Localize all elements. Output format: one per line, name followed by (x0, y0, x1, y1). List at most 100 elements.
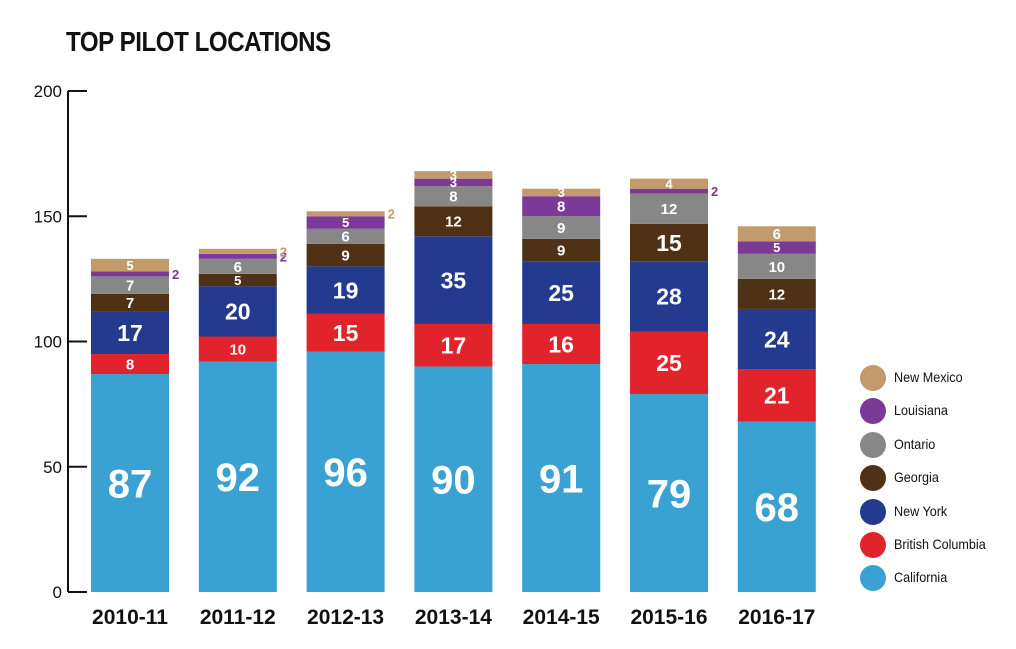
legend-label: New York (894, 502, 948, 519)
bar-segment (91, 293, 169, 312)
bar-segment (306, 216, 385, 229)
y-tick-label: 50 (43, 458, 62, 477)
bar-segment (522, 216, 601, 239)
bar-segment (306, 351, 385, 592)
bar-segment (198, 248, 277, 254)
bar-segment (91, 271, 169, 277)
bar-segment (630, 394, 708, 592)
bar-segment (414, 206, 493, 237)
x-tick-label: 2010-11 (92, 606, 168, 629)
data-label: 3 (558, 185, 565, 200)
bar-segment (198, 258, 277, 274)
data-label: 91 (539, 457, 584, 501)
legend-label: Ontario (894, 435, 936, 452)
bar-segment (198, 336, 277, 362)
data-label: 2 (280, 244, 287, 259)
bar-segment (630, 261, 708, 332)
legend-swatch (860, 398, 886, 425)
data-label: 12 (661, 201, 678, 218)
x-tick-label: 2014-15 (523, 606, 600, 629)
bar-segment (522, 261, 601, 324)
bar-segment (414, 178, 493, 187)
bar-segment (522, 323, 601, 365)
data-label: 2 (172, 267, 179, 282)
bar-segment (630, 188, 708, 194)
bar-segment (522, 364, 601, 592)
bar-segment (737, 308, 816, 370)
data-label: 2 (711, 184, 718, 199)
bar-segment (737, 241, 816, 254)
legend-swatch (860, 365, 886, 391)
bar-segment (737, 226, 816, 242)
bar-segment (414, 186, 493, 207)
legend-label: New Mexico (894, 369, 963, 385)
legend-swatch (860, 498, 886, 525)
data-label: 3 (450, 175, 457, 190)
x-tick-label: 2011-12 (200, 606, 276, 629)
bar-segment (522, 196, 601, 217)
legend-swatch (860, 465, 886, 492)
data-label: 6 (341, 229, 349, 246)
y-tick-label: 200 (34, 82, 62, 101)
bar-segment (630, 193, 708, 224)
bar-segment (414, 171, 493, 179)
data-label: 12 (768, 286, 785, 303)
bar-segment (91, 311, 169, 355)
bar-segment (630, 223, 708, 262)
data-label: 2 (280, 249, 287, 264)
data-label: 8 (126, 356, 134, 373)
bar-segment (91, 276, 169, 294)
legend-label: California (894, 569, 948, 586)
data-label: 19 (333, 277, 359, 303)
data-label: 5 (342, 215, 349, 230)
bar-segment (198, 361, 277, 592)
y-tick-label: 0 (53, 583, 62, 602)
data-label: 15 (656, 230, 682, 256)
bar-segment (737, 369, 816, 422)
bar-segment (198, 286, 277, 337)
data-label: 35 (441, 267, 467, 293)
y-tick-label: 100 (34, 333, 62, 352)
legend-swatch (860, 431, 886, 458)
x-tick-label: 2015-16 (630, 606, 707, 629)
data-label: 9 (557, 220, 565, 237)
data-label: 21 (764, 383, 790, 409)
bar-segment (630, 331, 708, 395)
data-label: 12 (445, 214, 462, 231)
data-label: 28 (656, 284, 682, 310)
legend-label: Georgia (894, 469, 939, 486)
bar-segment (414, 236, 493, 324)
bar-segment (91, 374, 169, 592)
data-label: 17 (117, 320, 143, 346)
bar-segment (522, 238, 601, 262)
data-label: 15 (333, 320, 359, 346)
data-label: 90 (431, 459, 476, 503)
bar-segment (414, 366, 493, 592)
data-label: 8 (557, 199, 565, 216)
data-label: 10 (768, 259, 785, 276)
data-label: 2 (388, 207, 395, 222)
data-label: 3 (450, 168, 457, 183)
bar-segment (91, 354, 169, 375)
data-label: 6 (234, 259, 242, 276)
data-label: 7 (126, 295, 134, 312)
data-label: 4 (665, 176, 673, 191)
x-tick-label: 2016-17 (738, 606, 815, 629)
data-label: 16 (548, 331, 574, 357)
bar-segment (198, 253, 277, 259)
data-label: 10 (229, 341, 246, 358)
bar-segment (91, 258, 169, 272)
legend-label: Louisiana (894, 402, 948, 419)
bar-segment (306, 313, 385, 352)
y-tick-label: 150 (34, 207, 62, 226)
data-label: 17 (441, 333, 467, 359)
data-label: 92 (216, 456, 261, 500)
legend-swatch (860, 565, 886, 592)
data-label: 68 (755, 486, 800, 530)
bar-segment (306, 211, 385, 217)
data-label: 25 (548, 280, 574, 306)
data-label: 79 (647, 472, 692, 516)
bar-segment (306, 266, 385, 314)
legend-label: British Columbia (894, 536, 986, 552)
